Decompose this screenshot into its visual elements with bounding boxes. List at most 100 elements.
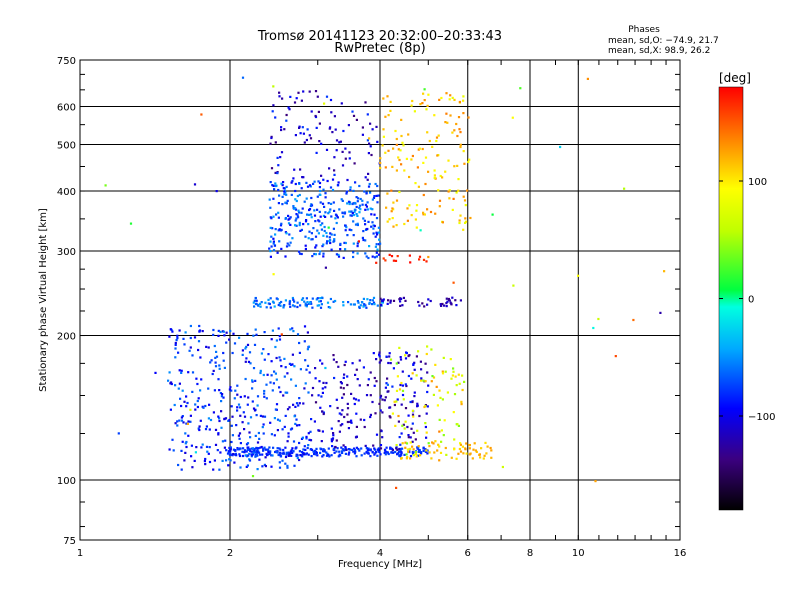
data-point — [384, 453, 387, 456]
data-point — [395, 199, 399, 202]
data-point — [330, 438, 333, 441]
data-point — [400, 118, 403, 121]
data-point — [293, 101, 297, 104]
data-point — [388, 253, 391, 256]
data-point — [332, 240, 335, 243]
data-point — [308, 134, 311, 137]
data-point — [294, 405, 297, 408]
data-point — [223, 418, 226, 421]
data-point — [324, 196, 327, 199]
data-point — [318, 304, 321, 307]
data-point — [426, 104, 429, 107]
data-point — [338, 141, 341, 144]
data-point — [418, 147, 421, 150]
data-point — [346, 178, 349, 182]
data-point — [174, 422, 177, 425]
data-point — [228, 418, 231, 422]
data-point — [330, 202, 333, 205]
data-point — [325, 95, 329, 98]
data-point — [208, 460, 212, 464]
data-point — [358, 384, 361, 387]
data-point — [445, 302, 448, 305]
data-point — [303, 445, 306, 448]
data-point — [382, 257, 385, 260]
data-point — [314, 246, 317, 249]
data-point — [379, 166, 382, 170]
data-point — [354, 223, 358, 226]
data-point — [411, 452, 415, 455]
data-point — [245, 345, 248, 348]
data-point — [372, 296, 376, 299]
data-point — [349, 186, 352, 189]
data-point — [372, 227, 375, 230]
data-point — [586, 77, 589, 80]
data-point — [355, 368, 358, 371]
data-point — [207, 417, 210, 420]
data-point — [379, 303, 383, 307]
data-point — [251, 387, 254, 390]
data-point — [458, 447, 461, 451]
data-point — [315, 126, 318, 129]
data-point — [379, 409, 382, 412]
data-point — [364, 444, 367, 447]
data-point — [356, 214, 359, 217]
data-point — [262, 423, 265, 426]
data-point — [299, 304, 302, 307]
data-point — [344, 248, 347, 251]
data-point — [319, 306, 323, 309]
data-point — [274, 182, 277, 185]
data-point — [301, 176, 304, 179]
data-point — [214, 428, 218, 431]
data-point — [355, 213, 358, 216]
data-point — [420, 379, 423, 382]
data-point — [375, 450, 378, 454]
data-point — [287, 214, 290, 217]
data-point — [350, 229, 353, 232]
data-point — [364, 223, 367, 226]
data-point — [366, 451, 370, 454]
data-point — [288, 233, 291, 236]
data-point — [269, 240, 272, 243]
data-point — [246, 403, 249, 406]
data-point — [250, 455, 253, 458]
data-point — [389, 109, 392, 112]
data-point — [331, 445, 334, 448]
data-point — [614, 355, 617, 358]
data-point — [384, 259, 387, 262]
data-point — [463, 380, 466, 383]
data-point — [381, 144, 384, 147]
x-tick-label: 16 — [674, 548, 687, 559]
data-point — [340, 450, 343, 453]
data-point — [419, 229, 422, 232]
data-point — [212, 328, 215, 332]
data-point — [411, 440, 414, 443]
data-point — [396, 452, 400, 455]
data-point — [227, 464, 230, 467]
data-point — [307, 453, 310, 456]
data-point — [296, 457, 299, 460]
data-point — [460, 400, 463, 403]
data-point — [406, 456, 409, 459]
data-point — [282, 448, 285, 452]
data-point — [300, 228, 303, 231]
data-point — [322, 252, 325, 255]
data-point — [336, 406, 339, 410]
data-point — [251, 453, 254, 456]
data-point — [329, 241, 332, 245]
data-point — [333, 115, 336, 118]
data-point — [406, 207, 409, 210]
data-point — [234, 389, 237, 392]
data-point — [370, 213, 373, 216]
data-point — [263, 331, 266, 334]
data-point — [453, 393, 457, 396]
data-point — [333, 209, 336, 212]
data-point — [220, 395, 223, 398]
data-point — [174, 343, 177, 346]
data-point — [314, 253, 317, 256]
data-point — [462, 150, 465, 153]
data-point — [415, 226, 418, 229]
data-point — [457, 116, 461, 119]
data-point — [392, 201, 395, 204]
data-point — [279, 304, 282, 307]
data-point — [248, 458, 251, 461]
